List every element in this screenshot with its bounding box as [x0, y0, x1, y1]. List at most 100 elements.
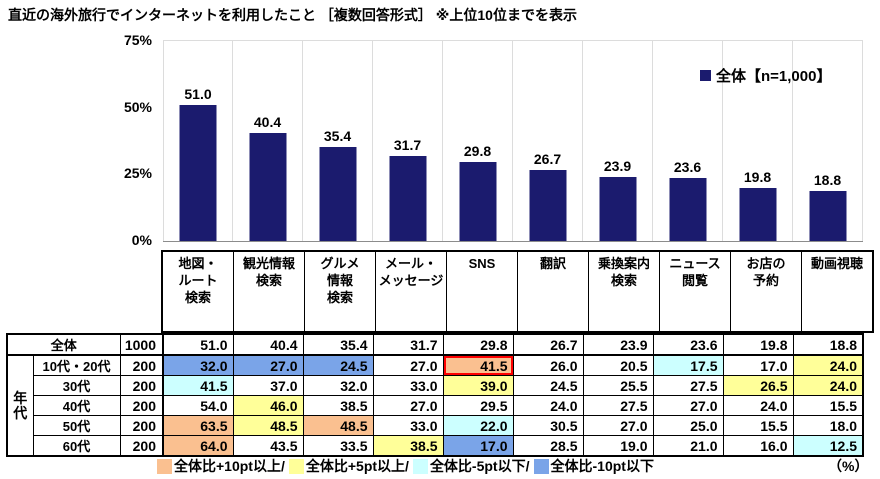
- y-axis-tick-label: 25%: [123, 165, 152, 182]
- table-value-cell: 18.0: [792, 415, 864, 436]
- page-title: 直近の海外旅行でインターネットを利用したこと ［複数回答形式］ ※上位10位まで…: [8, 7, 577, 23]
- bar-value-label: 18.8: [813, 171, 842, 188]
- row-n-value: 200: [119, 354, 164, 376]
- table-value-cell: 23.9: [582, 333, 654, 356]
- row-label: 60代: [32, 435, 121, 457]
- legend-swatch-icon: [700, 70, 711, 81]
- table-value-cell: 37.0: [232, 375, 304, 396]
- table-value-cell: 18.8: [792, 333, 864, 356]
- bar-value-label: 31.7: [393, 137, 422, 154]
- table-row: 年代 10代・20代 200 32.0 27.0 24.5 27.0 41.5 26.0 20.5…: [6, 354, 864, 457]
- table-value-cell: 27.0: [372, 354, 444, 376]
- table-value-cell: 48.5: [232, 415, 304, 436]
- chart-column: 23.9: [583, 41, 653, 241]
- table-value-cell: 33.0: [372, 415, 444, 436]
- table-value-cell: 23.6: [652, 333, 724, 356]
- y-axis-tick-label: 50%: [123, 98, 152, 115]
- category-header-cell: グルメ 情報 検索: [304, 250, 376, 333]
- row-label: 10代・20代: [32, 354, 121, 376]
- table-value-cell: 17.0: [442, 435, 514, 457]
- row-n-value: 200: [119, 375, 164, 396]
- table-row: 30代 200 41.5 37.0 32.0 33.0 39.0 24.5 25.5 27.5 26…: [7, 375, 864, 396]
- table-value-cell: 27.0: [652, 395, 724, 416]
- table-value-cell: 21.0: [652, 435, 724, 457]
- legend-item: 全体比+5pt以上/: [288, 456, 409, 476]
- table-value-cell: 24.5: [302, 354, 374, 376]
- legend-item: 全体比-5pt以下/: [412, 456, 530, 476]
- table-value-cell: 32.0: [162, 354, 234, 376]
- table-value-cell: 27.0: [582, 415, 654, 436]
- table-row-overall: 全体 1000 51.0 40.4 35.4 31.7 29.8 26.7 23.9 23.6 19…: [6, 333, 864, 356]
- category-header-table: 地図・ ルート 検索 観光情報 検索 グルメ 情報 検索 メール・ メッセージ SNS 翻…: [161, 250, 874, 333]
- table-value-cell: 27.5: [582, 395, 654, 416]
- bar-value-label: 51.0: [184, 86, 212, 102]
- table-value-cell: 29.8: [442, 333, 514, 356]
- table-value-cell: 17.5: [652, 354, 724, 376]
- row-label: 50代: [32, 415, 121, 436]
- bar: [179, 105, 217, 241]
- table-value-cell: 64.0: [162, 435, 234, 457]
- category-header-cell: SNS: [446, 250, 518, 333]
- bar-value-label: 29.8: [463, 142, 492, 159]
- table-value-cell: 32.0: [302, 375, 374, 396]
- table-value-cell: 28.5: [512, 435, 584, 457]
- table-value-cell: 26.5: [722, 375, 794, 396]
- category-header-cell: メール・ メッセージ: [375, 250, 447, 333]
- row-n-value: 200: [119, 435, 164, 457]
- bar: [249, 133, 286, 241]
- table-value-cell: 15.5: [722, 415, 794, 436]
- chart-column: 31.7: [373, 41, 443, 241]
- chart-column: 23.6: [653, 41, 723, 241]
- table-value-cell: 40.4: [232, 333, 304, 356]
- bar-value-label: 19.8: [743, 169, 772, 186]
- row-group-label: 年代: [6, 354, 34, 457]
- legend-color-swatch-icon: [288, 458, 304, 474]
- chart-column: 19.8: [723, 41, 793, 241]
- legend-item-label: 全体比+10pt以上/: [174, 458, 285, 474]
- table-value-cell: 24.0: [792, 375, 864, 396]
- legend-color-swatch-icon: [412, 458, 428, 474]
- table-value-cell: 26.0: [512, 354, 584, 376]
- table-value-cell: 43.5: [232, 435, 304, 457]
- table-value-cell: 41.5: [162, 375, 234, 396]
- category-header-row: 地図・ ルート 検索 観光情報 検索 グルメ 情報 検索 メール・ メッセージ SNS 翻…: [161, 250, 874, 333]
- table-value-cell: 35.4: [302, 333, 374, 356]
- category-header-cell: 地図・ ルート 検索: [161, 250, 234, 333]
- bar: [389, 156, 426, 241]
- legend-item-label: 全体比-10pt以下: [550, 458, 654, 474]
- table-value-cell: 38.5: [302, 395, 374, 416]
- color-coding-legend: 全体比+10pt以上/全体比+5pt以上/全体比-5pt以下/全体比-10pt以…: [157, 456, 658, 476]
- table-value-cell: 26.7: [512, 333, 584, 356]
- table-value-cell: 51.0: [162, 333, 234, 356]
- table-value-cell: 27.0: [372, 395, 444, 416]
- row-n-value: 1000: [119, 333, 164, 356]
- bar: [809, 190, 846, 241]
- bar-value-label: 40.4: [253, 114, 282, 131]
- row-n-value: 200: [119, 415, 164, 436]
- table-value-cell: 17.0: [722, 354, 794, 376]
- table-value-cell: 27.0: [232, 354, 304, 376]
- results-table: 全体 1000 51.0 40.4 35.4 31.7 29.8 26.7 23.9 23.6 19…: [6, 333, 864, 457]
- table-value-cell: 22.0: [442, 415, 514, 436]
- table-value-cell: 24.0: [512, 395, 584, 416]
- row-label: 30代: [32, 375, 121, 396]
- chart-column: 35.4: [303, 41, 373, 241]
- table-value-cell: 29.5: [442, 395, 514, 416]
- table-value-cell: 12.5: [792, 435, 864, 457]
- table-value-cell: 46.0: [232, 395, 304, 416]
- unit-label: （%）: [828, 458, 869, 474]
- table-row: 60代 200 64.0 43.5 33.5 38.5 17.0 28.5 19.0 21.0 16…: [7, 435, 864, 457]
- chart-legend-label: 全体【n=1,000】: [716, 68, 832, 85]
- row-label: 40代: [32, 395, 121, 416]
- table-value-cell: 19.0: [582, 435, 654, 457]
- chart-column: 40.4: [233, 41, 303, 241]
- legend-item: 全体比-10pt以下: [533, 456, 654, 476]
- bar-value-label: 23.9: [603, 158, 632, 175]
- bar-chart-plot-area: 51.0 40.4 35.4 31.7 29.8 26.7 23.9 23.6 19.8 18.8: [163, 40, 863, 242]
- table-value-cell: 39.0: [442, 375, 514, 396]
- chart-column: 26.7: [513, 41, 583, 241]
- table-value-cell: 24.5: [512, 375, 584, 396]
- bar: [669, 178, 706, 241]
- table-value-cell: 24.0: [792, 354, 864, 376]
